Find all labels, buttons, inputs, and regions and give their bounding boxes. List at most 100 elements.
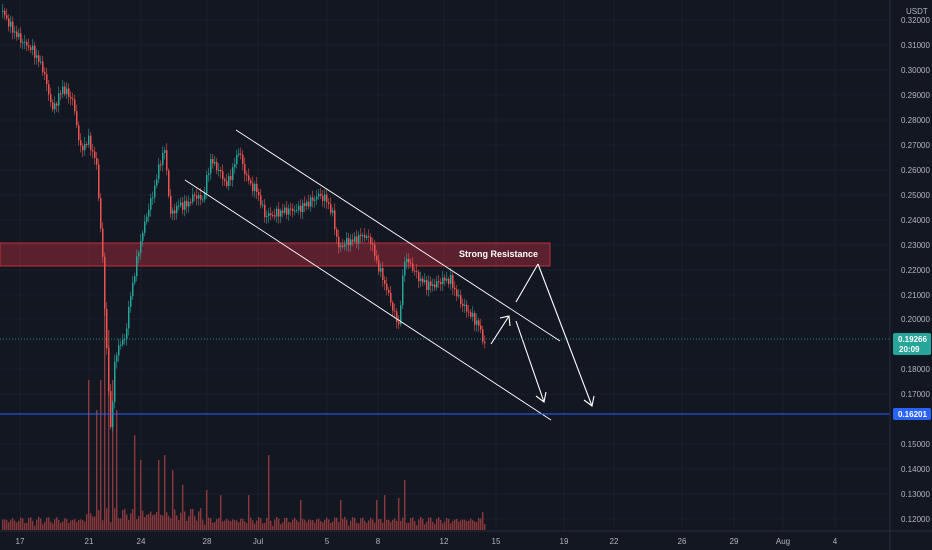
candle-body bbox=[324, 194, 326, 202]
volume-bar bbox=[236, 520, 238, 530]
volume-bar bbox=[422, 518, 424, 530]
candle-body bbox=[338, 236, 340, 248]
candle-body bbox=[450, 275, 452, 284]
candle-body bbox=[54, 103, 56, 110]
volume-bar bbox=[68, 522, 70, 530]
candle-body bbox=[462, 303, 464, 306]
y-tick-label: 0.32000 bbox=[901, 16, 930, 25]
candle-body bbox=[294, 210, 296, 212]
volume-bar bbox=[256, 520, 258, 530]
volume-bar bbox=[262, 523, 264, 530]
candle-body bbox=[260, 195, 262, 206]
support-level-value: 0.16201 bbox=[898, 410, 927, 419]
candle-body bbox=[448, 278, 450, 284]
candle-body bbox=[50, 94, 52, 103]
volume-bar bbox=[370, 517, 372, 530]
volume-bar bbox=[20, 517, 22, 530]
candle-body bbox=[164, 150, 166, 153]
volume-bar bbox=[54, 519, 56, 530]
candle-body bbox=[268, 213, 270, 217]
candle-body bbox=[230, 176, 232, 180]
candle-body bbox=[466, 304, 468, 312]
volume-bar bbox=[418, 519, 420, 530]
volume-bar bbox=[264, 522, 266, 530]
candle-body bbox=[132, 282, 134, 297]
volume-bar bbox=[34, 525, 36, 530]
candle-body bbox=[24, 41, 26, 43]
y-tick-label: 0.14000 bbox=[901, 465, 930, 474]
candle-body bbox=[88, 135, 90, 145]
x-tick-label: 29 bbox=[730, 537, 739, 546]
volume-bar bbox=[194, 516, 196, 530]
volume-bar bbox=[336, 517, 338, 530]
candle-body bbox=[72, 98, 74, 100]
candle-body bbox=[270, 213, 272, 216]
candle-body bbox=[342, 245, 344, 247]
candle-body bbox=[382, 268, 384, 280]
candle-body bbox=[134, 276, 136, 283]
y-tick-label: 0.23000 bbox=[901, 241, 930, 250]
volume-bar bbox=[420, 516, 422, 530]
volume-bar bbox=[84, 521, 86, 530]
volume-bar bbox=[128, 520, 130, 530]
candle-body bbox=[12, 21, 14, 33]
volume-bar bbox=[214, 521, 216, 530]
candle-body bbox=[458, 295, 460, 297]
candle-body bbox=[116, 355, 118, 362]
candle-body bbox=[68, 88, 70, 97]
candle-body bbox=[336, 229, 338, 237]
volume-bar bbox=[222, 521, 224, 530]
candle-body bbox=[44, 72, 46, 75]
volume-bar bbox=[56, 517, 58, 530]
candle-body bbox=[186, 200, 188, 207]
current-price-badge bbox=[893, 333, 931, 355]
candle-body bbox=[16, 31, 18, 37]
volume-bar bbox=[102, 520, 104, 530]
resistance-zone: Strong Resistance bbox=[0, 242, 551, 267]
volume-bar bbox=[114, 508, 116, 530]
candle-body bbox=[320, 193, 322, 196]
candle-body bbox=[204, 193, 206, 200]
candle-body bbox=[158, 164, 160, 180]
candle-body bbox=[32, 45, 34, 50]
candle-body bbox=[184, 200, 186, 210]
candle-body bbox=[20, 33, 22, 43]
x-tick-label: 8 bbox=[376, 537, 381, 546]
volume-bar bbox=[132, 508, 134, 530]
candle-body bbox=[82, 145, 84, 151]
volume-bar bbox=[148, 514, 150, 530]
volume-bar bbox=[72, 519, 74, 530]
volume-bar bbox=[118, 518, 120, 530]
candle-body bbox=[40, 61, 42, 63]
volume-bar bbox=[390, 521, 392, 530]
x-tick-label: 22 bbox=[610, 537, 619, 546]
volume-bar bbox=[224, 520, 226, 530]
candle-body bbox=[168, 170, 170, 197]
candle-body bbox=[306, 201, 308, 207]
volume-bar bbox=[240, 518, 242, 530]
volume-bar bbox=[296, 520, 298, 530]
candle-body bbox=[408, 259, 410, 263]
volume-bar bbox=[6, 520, 8, 530]
volume-bar bbox=[412, 517, 414, 530]
volume-bar bbox=[340, 500, 342, 530]
volume-bar bbox=[342, 518, 344, 530]
candle-body bbox=[74, 99, 76, 112]
candle-body bbox=[108, 348, 110, 391]
candle-body bbox=[436, 281, 438, 288]
volume-bar bbox=[294, 517, 296, 530]
y-tick-label: 0.18000 bbox=[901, 365, 930, 374]
volume-bar bbox=[284, 517, 286, 530]
volume-bar bbox=[324, 519, 326, 530]
candle-body bbox=[348, 238, 350, 246]
arrow-breakout-up bbox=[515, 263, 539, 303]
candle-body bbox=[430, 281, 432, 286]
volume-bar bbox=[290, 522, 292, 530]
volume-bar bbox=[246, 523, 248, 530]
volume-bar bbox=[380, 519, 382, 530]
volume-bar bbox=[254, 523, 256, 530]
volume-bar bbox=[36, 519, 38, 530]
volume-bar bbox=[160, 514, 162, 530]
candle-body bbox=[258, 192, 260, 196]
